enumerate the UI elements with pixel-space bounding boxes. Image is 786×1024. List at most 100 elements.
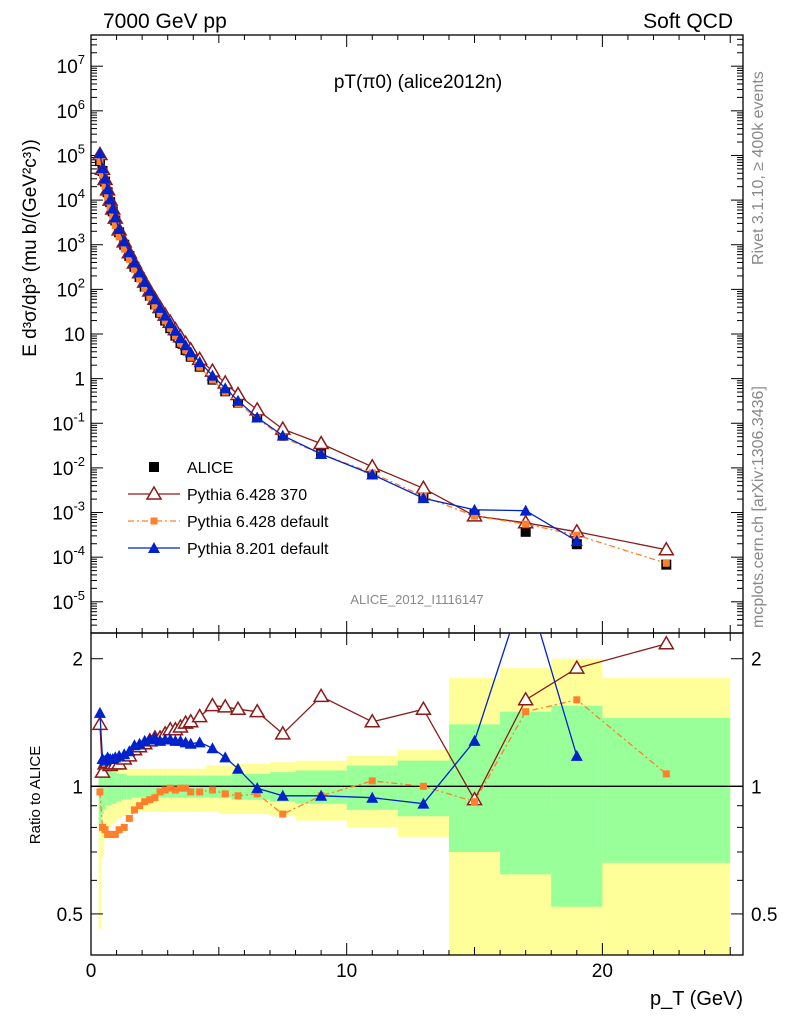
rivet-label: Rivet 3.1.10, ≥ 400k events xyxy=(750,71,767,265)
ratio-point xyxy=(111,830,119,838)
ratio-series-group xyxy=(91,633,675,838)
data-point xyxy=(156,309,164,317)
data-point xyxy=(130,265,138,273)
y-tick-label: 106 xyxy=(57,97,85,123)
y-tick-label: 10-5 xyxy=(52,588,85,614)
ratio-point xyxy=(279,810,287,818)
data-point xyxy=(99,172,112,184)
x-axis-label: p_T (GeV) xyxy=(650,988,743,1010)
data-point xyxy=(151,302,159,310)
band-inner-bin xyxy=(126,775,132,800)
ratio-point xyxy=(471,798,479,806)
y-tick-label: 103 xyxy=(57,231,85,257)
data-point xyxy=(176,339,184,347)
data-point xyxy=(164,317,177,329)
band-outer-bin xyxy=(98,760,102,930)
ratio-tick-label: 0.5 xyxy=(57,905,83,926)
ratio-point xyxy=(662,770,670,778)
data-point xyxy=(106,202,119,214)
ratio-point xyxy=(130,806,138,814)
ratio-point xyxy=(219,751,232,763)
ratio-point xyxy=(208,786,216,794)
band-inner-bin xyxy=(346,765,398,810)
band-inner-bin xyxy=(106,770,112,806)
ratio-y-axis-label: Ratio to ALICE xyxy=(27,746,44,844)
ratio-point xyxy=(166,784,174,792)
data-point xyxy=(111,221,119,229)
data-point xyxy=(154,301,167,313)
ratio-point xyxy=(221,790,229,798)
ratio-point xyxy=(417,797,430,809)
data-point xyxy=(312,435,330,450)
ratio-point xyxy=(229,700,247,715)
series-p6_370 xyxy=(91,146,675,556)
ratio-tick-label: 2 xyxy=(72,650,83,671)
ratio-point xyxy=(468,734,481,746)
data-point xyxy=(138,275,151,287)
ratio-point xyxy=(161,786,169,794)
ratio-point xyxy=(415,700,432,715)
data-point xyxy=(93,147,106,159)
ratio-point xyxy=(570,749,583,761)
series-line xyxy=(99,161,667,564)
ratio-panel: 0 10 20 0.5 0.5 1 1 2 2 xyxy=(57,632,777,982)
ratio-point xyxy=(315,789,328,801)
data-point xyxy=(315,447,328,459)
data-point xyxy=(520,526,531,537)
ratio-point xyxy=(248,703,266,718)
ratio-point xyxy=(522,708,530,716)
data-point xyxy=(417,492,430,504)
x-tick-label: 0 xyxy=(86,961,97,982)
series-p8_default xyxy=(93,147,583,547)
band-inner-bin xyxy=(103,768,107,810)
ratio-tick-label: 1 xyxy=(751,777,762,798)
ratio-point xyxy=(101,826,109,834)
y-tick-label: 10-3 xyxy=(52,499,85,525)
data-point xyxy=(118,235,131,247)
analysis-id: ALICE_2012_I1116147 xyxy=(350,592,483,607)
y-tick-label: 107 xyxy=(57,52,85,78)
data-point xyxy=(251,411,264,423)
ratio-point xyxy=(419,782,427,790)
main-panel: 10-5 10-4 10-3 10-2 10-1 1 10 102 103 104 105 106 10… xyxy=(52,34,744,634)
data-point xyxy=(159,309,172,321)
ratio-point xyxy=(118,748,131,760)
data-point xyxy=(187,353,195,361)
ratio-point xyxy=(136,802,144,810)
ratio-point xyxy=(517,691,534,706)
ratio-point xyxy=(366,791,379,803)
data-point xyxy=(101,182,109,190)
data-point xyxy=(471,512,479,520)
chart-title: pT(π0) (alice2012n) xyxy=(334,72,502,93)
ratio-point xyxy=(312,687,330,703)
ratio-point xyxy=(568,659,586,674)
ratio-point xyxy=(141,798,149,806)
legend-label: Pythia 8.201 default xyxy=(187,541,329,558)
legend-label: ALICE xyxy=(187,460,233,477)
legend-marker xyxy=(149,462,159,472)
data-point xyxy=(522,520,530,528)
ratio-point xyxy=(251,782,264,794)
legend-label: Pythia 6.428 default xyxy=(187,514,329,531)
band-inner-bin xyxy=(602,717,731,863)
ratio-point xyxy=(187,788,195,796)
series-p6_default xyxy=(96,158,670,567)
ratio-series-p8_default xyxy=(93,633,583,809)
band-inner-bin xyxy=(111,772,117,804)
data-point xyxy=(96,158,104,166)
header-left: 7000 GeV pp xyxy=(103,10,227,33)
data-point xyxy=(468,503,481,515)
ratio-point xyxy=(146,796,154,804)
y-tick-label: 10-4 xyxy=(52,543,85,569)
ratio-point xyxy=(206,742,219,754)
data-point xyxy=(146,293,154,301)
data-point xyxy=(366,468,379,480)
data-point xyxy=(415,479,432,495)
y-tick-label: 104 xyxy=(57,186,85,212)
data-point xyxy=(219,382,232,394)
data-point xyxy=(148,293,161,305)
ratio-tick-label: 1 xyxy=(72,777,83,798)
legend-marker xyxy=(150,517,158,525)
y-tick-label: 10 xyxy=(64,325,85,346)
